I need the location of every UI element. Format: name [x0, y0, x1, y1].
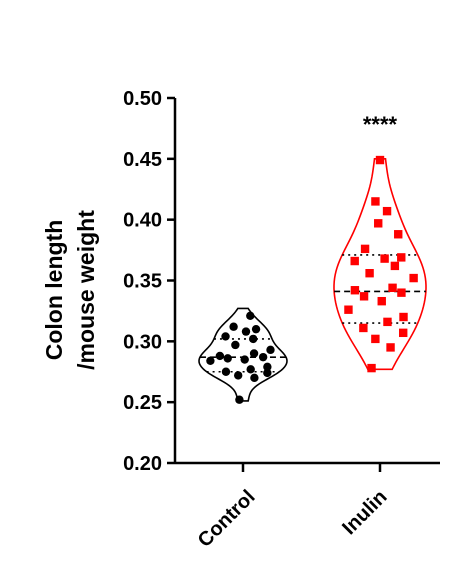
y-tick-label: 0.45	[123, 149, 162, 171]
data-point-control	[229, 322, 238, 331]
significance-label: ****	[363, 112, 398, 137]
violins	[198, 158, 427, 402]
data-point-inulin	[386, 343, 395, 352]
data-point-inulin	[390, 261, 400, 271]
x-tick-label-control: Control	[194, 486, 260, 552]
data-point-control	[258, 352, 268, 362]
data-point-inulin	[374, 219, 383, 228]
data-point-inulin	[382, 206, 392, 216]
y-tick-label: 0.50	[123, 88, 162, 110]
data-point-control	[231, 340, 240, 350]
data-point-inulin	[377, 296, 386, 306]
y-tick-label: 0.25	[123, 392, 162, 414]
data-point-control	[250, 373, 259, 383]
data-point-control	[251, 324, 261, 334]
data-point-control	[233, 371, 243, 380]
data-point-control	[223, 354, 232, 363]
data-point-inulin	[388, 283, 397, 292]
data-points	[206, 155, 418, 404]
y-tick-label: 0.35	[123, 271, 162, 293]
data-point-inulin	[359, 292, 369, 301]
data-point-control	[263, 368, 272, 378]
data-point-control	[215, 351, 225, 361]
data-point-inulin	[344, 305, 353, 314]
data-point-inulin	[375, 155, 385, 165]
data-point-control	[241, 327, 251, 336]
data-point-inulin	[371, 334, 380, 344]
data-point-control	[221, 367, 231, 376]
y-axis-title-line1: Colon length	[41, 220, 67, 361]
data-point-control	[263, 362, 272, 372]
data-point-inulin	[394, 230, 403, 239]
data-point-inulin	[350, 286, 360, 295]
data-point-control	[248, 334, 258, 344]
data-point-inulin	[360, 244, 370, 254]
data-point-inulin	[350, 256, 359, 266]
data-point-inulin	[365, 269, 374, 278]
data-point-inulin	[397, 288, 406, 297]
data-point-inulin	[399, 328, 408, 338]
data-point-control	[240, 355, 249, 364]
data-point-control	[249, 349, 259, 358]
data-point-inulin	[409, 273, 418, 283]
data-point-inulin	[380, 254, 389, 263]
y-tick-label: 0.30	[123, 331, 162, 353]
data-point-inulin	[359, 323, 368, 333]
violin-outline-inulin	[333, 158, 427, 371]
data-point-inulin	[367, 363, 376, 373]
x-tick-label-inulin: Inulin	[338, 486, 391, 539]
data-point-control	[246, 311, 255, 320]
data-point-inulin	[397, 253, 406, 262]
violin-outline-control	[198, 307, 288, 402]
data-point-control	[246, 365, 255, 374]
data-point-inulin	[383, 317, 392, 327]
data-point-inulin	[371, 197, 380, 206]
data-point-control	[235, 395, 244, 404]
y-tick-label: 0.40	[123, 210, 162, 232]
data-point-control	[266, 345, 275, 355]
data-point-control	[206, 356, 215, 365]
data-point-control	[221, 332, 230, 341]
y-axis-title-line2: /mouse weight	[73, 210, 99, 370]
y-axis: 0.20 0.25 0.30 0.35 0.40 0.45 0.50	[123, 88, 177, 475]
y-tick-label: 0.20	[123, 453, 162, 475]
x-axis	[175, 461, 440, 472]
data-point-inulin	[399, 312, 408, 322]
